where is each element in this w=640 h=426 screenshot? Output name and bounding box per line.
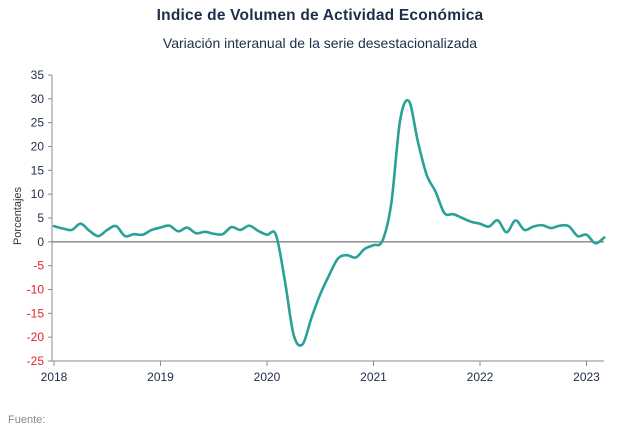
x-tick-label: 2023 [573,370,600,384]
series-group [52,98,606,347]
series-line [52,98,606,347]
x-tick-label: 2022 [467,370,494,384]
y-tick-label: 5 [37,211,44,225]
y-tick-label: 30 [31,92,45,106]
x-ticks-group: 2018 2019 2020 2021 2022 2023 [41,361,600,384]
chart-title: Indice de Volumen de Actividad Económica [156,7,484,24]
x-tick-label: 2020 [254,370,281,384]
y-tick-label: -20 [27,330,45,344]
y-tick-label: 25 [31,116,45,130]
y-tick-label: 10 [31,187,45,201]
y-tick-label: 0 [37,235,44,249]
y-tick-label: 35 [31,68,45,82]
y-tick-label: 20 [31,140,45,154]
x-tick-label: 2018 [41,370,68,384]
chart-subtitle: Variación interanual de la serie desesta… [162,35,478,51]
x-tick-label: 2019 [147,370,174,384]
y-tick-label: -10 [27,283,45,297]
y-tick-label: -25 [27,354,45,368]
y-tick-label: 15 [31,163,45,177]
source-note: Fuente: [8,414,46,426]
axes-group [51,75,604,362]
y-ticks-group: 35 30 25 20 15 10 5 0 -5 -10 -15 -20 -25 [27,68,52,368]
y-tick-label: -5 [33,259,44,273]
x-tick-label: 2021 [360,370,387,384]
y-tick-label: -15 [27,306,45,320]
